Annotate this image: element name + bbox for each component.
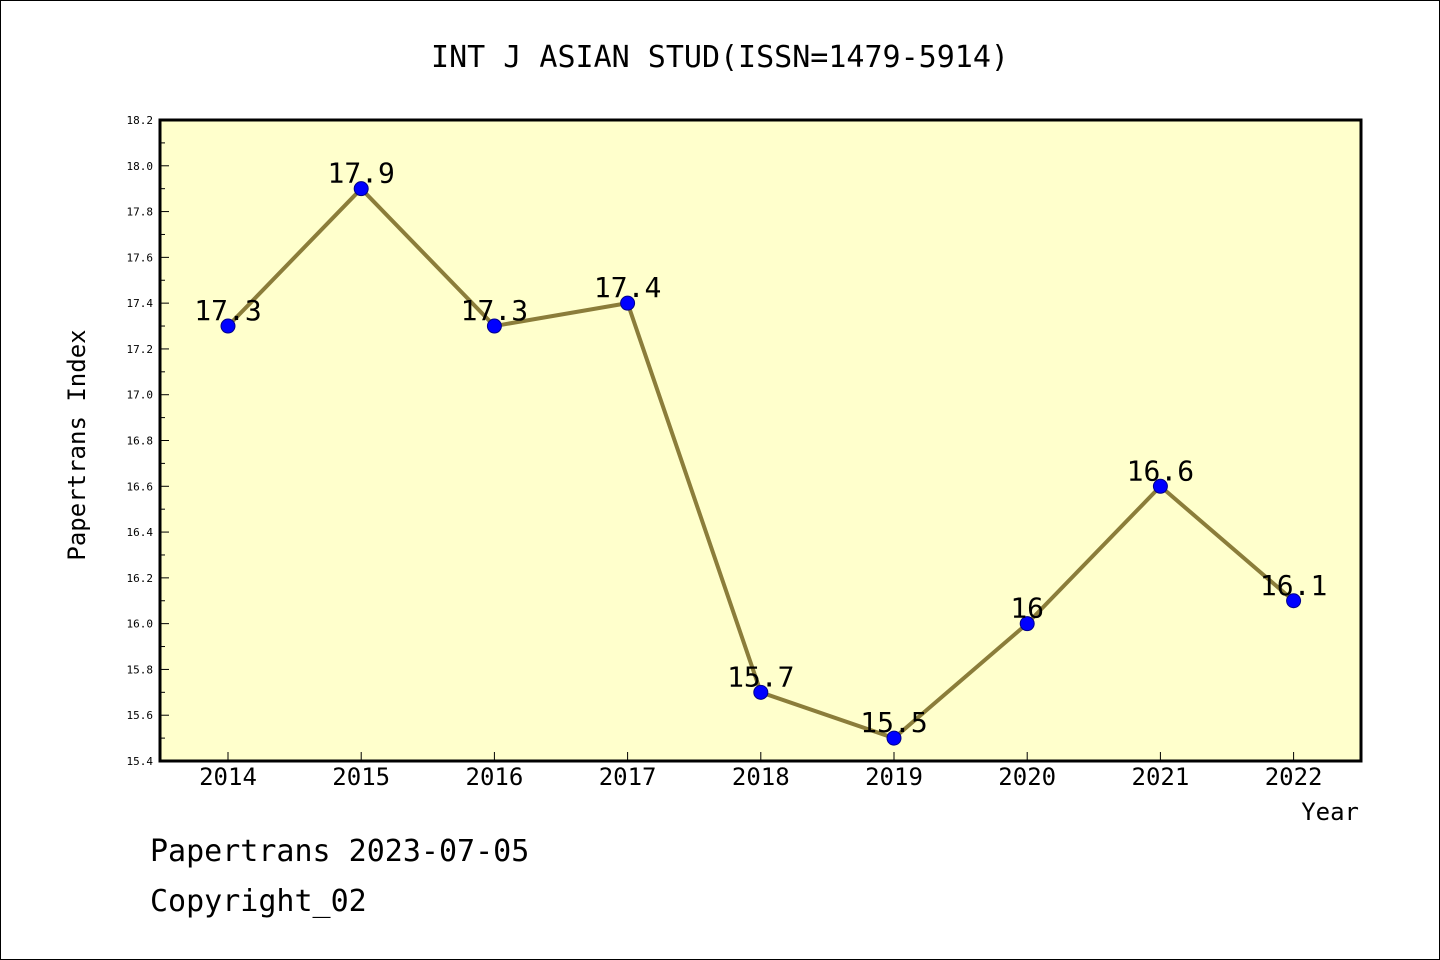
y-tick-label: 17.8 [127, 206, 154, 219]
y-tick-label: 17.0 [127, 389, 154, 402]
y-tick-label: 18.2 [127, 114, 154, 127]
x-tick-label: 2018 [732, 763, 790, 791]
x-tick-label: 2019 [865, 763, 923, 791]
y-tick-label: 17.4 [127, 297, 154, 310]
y-tick-label: 16.4 [127, 526, 154, 539]
data-point [620, 295, 636, 311]
x-tick-label: 2022 [1265, 763, 1323, 791]
x-tick-label: 2021 [1132, 763, 1190, 791]
y-tick-label: 16.6 [127, 480, 154, 493]
x-tick-label: 2017 [599, 763, 657, 791]
y-tick-label: 17.6 [127, 251, 154, 264]
data-label: 17.9 [327, 157, 394, 190]
data-point [1019, 616, 1035, 632]
footer-copyright-text: Copyright_02 [150, 884, 367, 919]
y-tick-label: 17.2 [127, 343, 154, 356]
x-tick-label: 2015 [332, 763, 390, 791]
data-label: 17.3 [194, 294, 261, 327]
x-tick-label: 2020 [998, 763, 1056, 791]
y-tick-label: 16.8 [127, 435, 154, 448]
y-tick-label: 18.0 [127, 160, 154, 173]
data-point [1152, 478, 1168, 494]
data-label: 16.6 [1127, 454, 1194, 487]
footer-date-text: Papertrans 2023-07-05 [150, 834, 530, 869]
x-tick-label: 2016 [466, 763, 524, 791]
data-point [220, 318, 236, 334]
x-axis-label: Year [1301, 798, 1359, 826]
data-label: 17.3 [461, 294, 528, 327]
plot-area [158, 118, 1363, 763]
chart-title: INT J ASIAN STUD(ISSN=1479-5914) [431, 40, 1009, 75]
data-point [353, 181, 369, 197]
y-axis: 15.4 15.6 15.8 16.0 16.2 16.4 16.6 16.8 17.0 17.2… [127, 114, 169, 768]
y-tick-label: 15.6 [127, 709, 154, 722]
data-label: 15.7 [727, 660, 794, 693]
data-label: 16.1 [1260, 569, 1327, 602]
x-tick-label: 2014 [199, 763, 257, 791]
y-tick-label: 15.8 [127, 663, 154, 676]
y-tick-label: 15.4 [127, 755, 154, 768]
series-group: 17.3 17.9 17.3 17.4 15.7 15.5 16 16.6 16.1 [194, 157, 1327, 746]
data-label: 15.5 [860, 706, 927, 739]
y-tick-label: 16.0 [127, 618, 154, 631]
data-label: 16 [1010, 592, 1044, 625]
data-point [1286, 593, 1302, 609]
x-axis: 2014 2015 2016 2017 2018 2019 2020 2021 2022 [199, 752, 1322, 791]
y-axis-label: Papertrans Index [63, 329, 91, 560]
y-tick-label: 16.2 [127, 572, 154, 585]
data-label: 17.4 [594, 271, 661, 304]
data-point [486, 318, 502, 334]
data-point [886, 730, 902, 746]
data-point [753, 684, 769, 700]
